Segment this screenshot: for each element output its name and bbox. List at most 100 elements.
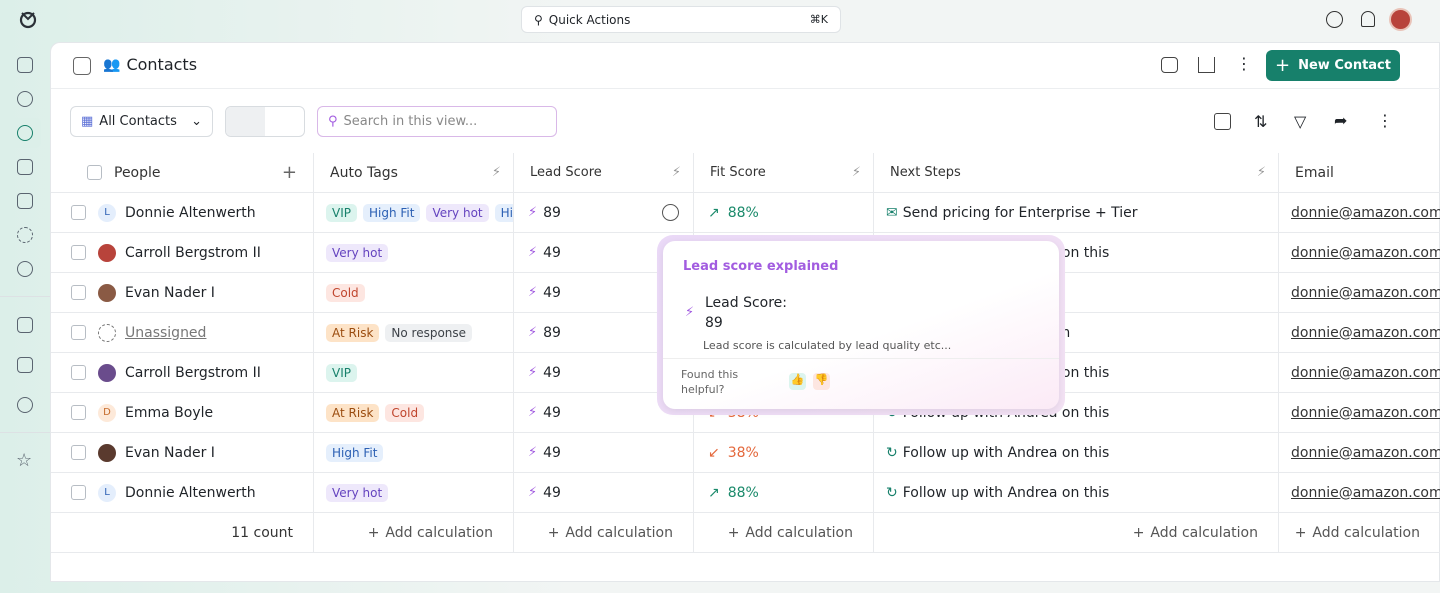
sort-icon[interactable]: ⇅ [1254,112,1268,131]
row-checkbox[interactable] [71,285,86,300]
quick-actions[interactable]: ⚲ Quick Actions ⌘K [521,6,841,33]
avatar-unassigned [98,323,116,342]
add-column[interactable]: + [281,162,297,183]
layout-toggle[interactable] [225,106,305,137]
person-name[interactable]: Evan Nader I [125,444,215,461]
next-step: Follow up with Andrea on this [902,484,1110,501]
companies-icon[interactable] [17,159,33,175]
column-title: Next Steps [890,165,961,180]
mail-icon[interactable] [17,317,33,333]
avatar-photo [98,443,116,462]
export-icon[interactable] [1198,57,1215,73]
email[interactable]: donnie@amazon.com [1291,244,1440,261]
favorites-icon[interactable]: ☆ [16,450,33,471]
column-header: People + [51,153,314,193]
person-cell: L Donnie Altenwerth [51,473,314,513]
tag: Very hot [426,203,489,222]
fit-score-cell: ↗ 88% [694,193,874,233]
row-checkbox[interactable] [71,325,86,340]
fit-score-cell: ↗ 88% [694,473,874,513]
popover-title: Lead score explained [683,259,839,274]
row-checkbox[interactable] [71,405,86,420]
add-calculation[interactable]: Add calculation [745,524,853,541]
home-icon[interactable] [17,57,33,73]
notifications-icon[interactable] [1361,11,1375,27]
person-name[interactable]: Carroll Bergstrom II [125,364,261,381]
tags-cell: At Risk Cold [314,393,514,433]
add-calculation[interactable]: Add calculation [1150,524,1258,541]
add-calculation[interactable]: Add calculation [565,524,673,541]
divider [0,432,50,433]
person-name[interactable]: Evan Nader I [125,284,215,301]
new-contact-button[interactable]: + New Contact [1266,50,1400,81]
person-name[interactable]: Carroll Bergstrom II [125,244,261,261]
row-checkbox[interactable] [71,365,86,380]
fit-arrow: ↗ [708,204,720,221]
plus: + [367,524,380,541]
next-step-icon: ↻ [886,484,898,501]
email-cell: donnie@amazon.com [1279,433,1440,473]
email[interactable]: donnie@amazon.com [1291,364,1440,381]
help-icon[interactable] [1326,11,1343,28]
email-cell: donnie@amazon.com [1279,233,1440,273]
profile-icon[interactable] [17,91,33,107]
comments-icon[interactable] [1161,57,1178,73]
menu-icon[interactable]: ⋮ [1236,54,1252,73]
person-name[interactable]: Unassigned [125,324,207,341]
person-name[interactable]: Donnie Altenwerth [125,204,256,221]
button-text: New Contact [1298,58,1391,73]
lead-score-cell: ⚡ 89 [514,193,694,233]
email[interactable]: donnie@amazon.com [1291,324,1440,341]
column-title: Fit Score [710,165,766,180]
select-all-checkbox[interactable] [87,165,102,180]
footer-cell: + Add calculation [874,513,1279,553]
row-checkbox[interactable] [71,445,86,460]
logo[interactable] [18,10,38,30]
sync-icon[interactable] [17,227,33,243]
popover-glow: Lead score explained ⚡ Lead Score: 89 Le… [657,235,1065,415]
person-name[interactable]: Donnie Altenwerth [125,484,256,501]
footer-cell: + Add calculation [1279,513,1440,553]
thumbs-up[interactable]: 👍 [789,373,806,390]
tag: High Fit [326,443,384,462]
add-calculation[interactable]: Add calculation [1312,524,1420,541]
add-calculation[interactable]: Add calculation [385,524,493,541]
board-view[interactable] [265,107,304,136]
email[interactable]: donnie@amazon.com [1291,444,1440,461]
next-step-icon: ↻ [886,444,898,461]
records-icon[interactable] [17,193,33,209]
row-checkbox[interactable] [71,245,86,260]
more-icon[interactable] [17,261,33,277]
email[interactable]: donnie@amazon.com [1291,484,1440,501]
column-header: Lead Score ⚡ [514,153,694,193]
row-checkbox[interactable] [71,485,86,500]
feedback-text: Found this helpful? [681,368,739,396]
tag: Very hot [326,243,389,262]
user-avatar[interactable] [1389,8,1412,31]
row-checkbox[interactable] [71,205,86,220]
popover-label: Lead Score: [705,295,788,311]
sidebar-toggle[interactable] [73,57,91,75]
email[interactable]: donnie@amazon.com [1291,284,1440,301]
title-text: Contacts [126,55,198,74]
more-options[interactable]: ⋮ [1377,111,1393,130]
explain-icon[interactable] [662,204,679,221]
person-name[interactable]: Emma Boyle [125,404,214,421]
email[interactable]: donnie@amazon.com [1291,204,1440,221]
page-title: 👥 Contacts [103,55,198,74]
tasks-icon[interactable] [17,397,33,413]
thumbs-down[interactable]: 👎 [813,373,830,390]
lead-score-cell: ⚡ 49 [514,433,694,473]
lead-score-cell: ⚡ 49 [514,473,694,513]
notes-icon[interactable] [17,357,33,373]
plus: + [1294,524,1307,541]
email[interactable]: donnie@amazon.com [1291,404,1440,421]
share-icon[interactable]: ➦ [1334,111,1348,130]
table-view[interactable] [226,107,265,136]
filter-icon[interactable]: ▽ [1294,112,1307,131]
view-text: All Contacts [99,114,177,129]
view-search[interactable]: ⚲ Search in this view... [317,106,557,137]
columns-icon[interactable] [1214,113,1231,130]
view-selector[interactable]: ▦ All Contacts ⌄ [70,106,213,137]
